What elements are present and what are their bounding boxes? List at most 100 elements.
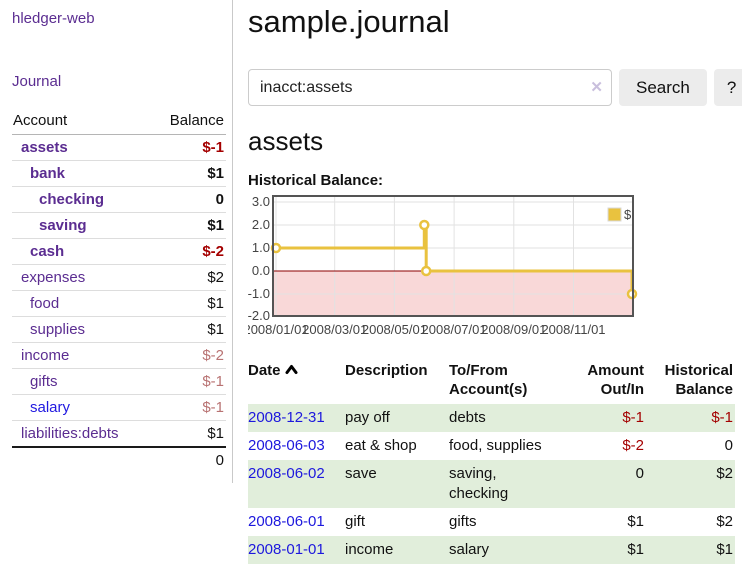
y-tick-label: -1.0 <box>248 286 270 301</box>
transaction-accounts: salary <box>449 541 490 558</box>
sidebar: hledger-web Journal Account Balance asse… <box>0 0 233 483</box>
account-row-saving: saving $1 <box>12 212 226 239</box>
transaction-date-link[interactable]: 2008-01-01 <box>248 541 325 558</box>
register-table: Date Description To/From Account(s) Amou… <box>248 358 735 564</box>
transaction-balance: $-1 <box>711 409 733 426</box>
account-balance: $2 <box>152 264 226 291</box>
transaction-balance: $1 <box>716 541 733 558</box>
account-link-bank[interactable]: bank <box>30 165 66 182</box>
y-tick-label: 2.0 <box>252 217 270 232</box>
account-balance: $-1 <box>152 368 226 395</box>
account-row-assets: assets $-1 <box>12 135 226 161</box>
transaction-balance: 0 <box>724 437 733 454</box>
transaction-balance: $2 <box>716 513 733 530</box>
transaction-amount: $1 <box>627 513 644 530</box>
accounts-header-row: Account Balance <box>12 108 226 135</box>
y-tick-label: -2.0 <box>248 308 270 323</box>
account-balance: $1 <box>152 160 226 187</box>
account-link-liabilities-debts[interactable]: liabilities:debts <box>21 425 119 442</box>
search-button[interactable]: Search <box>619 69 707 106</box>
transaction-date-link[interactable]: 2008-06-02 <box>248 465 325 482</box>
register-row: 2008-01-01 income salary $1 $1 <box>248 536 735 564</box>
chart-title: Historical Balance: <box>248 172 384 189</box>
account-balance: $-1 <box>152 394 226 421</box>
transaction-date-link[interactable]: 2008-06-01 <box>248 513 325 530</box>
register-row: 2008-06-01 gift gifts $1 $2 <box>248 508 735 536</box>
sidebar-item-journal[interactable]: Journal <box>12 73 62 90</box>
y-tick-label: 1.0 <box>252 240 270 255</box>
register-header-balance: Historical Balance <box>664 362 733 398</box>
accounts-total-value: 0 <box>152 446 226 473</box>
account-link-assets[interactable]: assets <box>21 139 68 156</box>
transaction-amount: $-2 <box>622 437 644 454</box>
register-header-description: Description <box>345 362 428 379</box>
register-header-accounts: To/From Account(s) <box>449 362 528 398</box>
help-button[interactable]: ? <box>713 69 742 106</box>
account-link-supplies[interactable]: supplies <box>30 321 86 338</box>
account-balance: $-2 <box>152 342 226 369</box>
account-link-food[interactable]: food <box>30 295 60 312</box>
account-row-supplies: supplies $1 <box>12 316 226 343</box>
transaction-accounts: gifts <box>449 513 477 530</box>
transaction-description: gift <box>345 513 366 530</box>
legend-swatch <box>607 207 622 222</box>
negative-region <box>274 271 632 315</box>
y-tick-label: 3.0 <box>252 194 270 209</box>
account-link-salary[interactable]: salary <box>30 399 71 416</box>
transaction-date-link[interactable]: 2008-06-03 <box>248 437 325 454</box>
transaction-accounts: debts <box>449 409 486 426</box>
app-brand-link[interactable]: hledger-web <box>12 10 95 27</box>
account-row-salary: salary $-1 <box>12 394 226 421</box>
account-balance: $1 <box>152 316 226 343</box>
historical-balance-chart: $ 3.0 2.0 1.0 0.0 -1.0 -2.0 2008/01/01 2… <box>248 194 742 342</box>
transaction-accounts: saving, checking <box>449 465 509 502</box>
account-row-income: income $-2 <box>12 342 226 369</box>
account-heading: assets <box>248 126 324 156</box>
transaction-description: eat & shop <box>345 437 417 454</box>
account-row-liabilities-debts: liabilities:debts $1 <box>12 420 226 447</box>
x-tick-label: 2008/05/01 <box>362 322 427 337</box>
x-tick-label: 2008/07/01 <box>422 322 487 337</box>
transaction-description: income <box>345 541 394 558</box>
account-row-cash: cash $-2 <box>12 238 226 265</box>
register-row: 2008-06-03 eat & shop food, supplies $-2… <box>248 432 735 460</box>
app: hledger-web Journal Account Balance asse… <box>0 0 742 564</box>
account-link-cash[interactable]: cash <box>30 243 65 260</box>
search-box: ✕ <box>248 69 612 106</box>
x-tick-label: 2008/09/01 <box>481 322 546 337</box>
transaction-balance: $2 <box>716 465 733 482</box>
account-balance: $-1 <box>202 139 224 156</box>
register-header-date[interactable]: Date <box>248 358 345 404</box>
account-link-checking[interactable]: checking <box>39 191 105 208</box>
register-header-row: Date Description To/From Account(s) Amou… <box>248 358 735 404</box>
transaction-amount: $-1 <box>622 409 644 426</box>
account-link-income[interactable]: income <box>21 347 70 364</box>
accounts-header-account: Account <box>12 108 153 135</box>
account-row-checking: checking 0 <box>12 186 226 213</box>
transaction-accounts: food, supplies <box>449 437 542 454</box>
account-balance: $1 <box>152 420 226 447</box>
plot-border <box>272 195 634 317</box>
search-form: ✕ Search ? <box>248 69 742 106</box>
y-tick-label: 0.0 <box>252 263 270 278</box>
account-balance: $1 <box>152 290 226 317</box>
register-header-amount: Amount Out/In <box>587 362 644 398</box>
account-link-gifts[interactable]: gifts <box>30 373 58 390</box>
account-link-saving[interactable]: saving <box>39 217 87 234</box>
clear-search-icon[interactable]: ✕ <box>590 79 603 96</box>
page-title: sample.journal <box>248 4 450 39</box>
account-link-expenses[interactable]: expenses <box>21 269 86 286</box>
legend-label: $ <box>624 207 632 222</box>
transaction-description: save <box>345 465 377 482</box>
transaction-date-link[interactable]: 2008-12-31 <box>248 409 325 426</box>
x-tick-label: 2008/03/01 <box>302 322 367 337</box>
account-balance: 0 <box>152 186 226 213</box>
account-row-bank: bank $1 <box>12 160 226 187</box>
transaction-description: pay off <box>345 409 390 426</box>
search-input[interactable] <box>248 69 612 106</box>
transaction-amount: 0 <box>635 465 644 482</box>
accounts-header-balance: Balance <box>152 108 226 135</box>
main-content: sample.journal ✕ Search ? assets Histori… <box>233 0 742 564</box>
account-balance: $1 <box>152 212 226 239</box>
accounts-total-row: 0 <box>12 446 226 473</box>
